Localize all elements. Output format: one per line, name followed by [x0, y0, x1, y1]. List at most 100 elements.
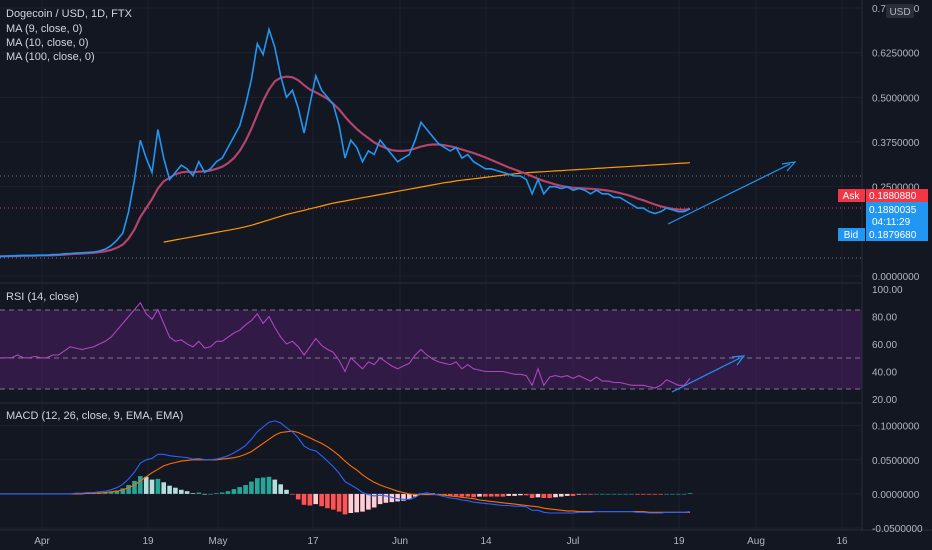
macd-histogram-bar[interactable] — [120, 488, 126, 494]
macd-histogram-bar[interactable] — [114, 490, 120, 494]
macd-histogram-bar[interactable] — [377, 493, 383, 505]
macd-histogram-bar[interactable] — [447, 493, 453, 496]
macd-histogram-bar[interactable] — [295, 493, 301, 500]
macd-histogram-bar[interactable] — [108, 491, 114, 494]
macd-histogram-bar[interactable] — [518, 493, 523, 496]
macd-histogram-bar[interactable] — [371, 493, 377, 508]
macd-histogram-bar[interactable] — [313, 493, 318, 505]
macd-histogram-bar[interactable] — [284, 489, 289, 494]
macd-histogram-bar[interactable] — [272, 479, 278, 494]
macd-histogram-bar[interactable] — [389, 493, 395, 503]
macd-histogram-bar[interactable] — [535, 493, 541, 498]
macd-histogram-bar[interactable] — [167, 485, 172, 494]
ma100-line[interactable] — [163, 162, 691, 243]
rsi-trend-arrow[interactable] — [671, 355, 746, 393]
symbol-title[interactable]: Dogecoin / USD, 1D, FTX — [6, 8, 133, 20]
macd-histogram-bar[interactable] — [600, 493, 605, 495]
macd-histogram-bar[interactable] — [266, 476, 272, 494]
macd-histogram-bar[interactable] — [138, 476, 143, 494]
macd-histogram-bar[interactable] — [255, 478, 260, 494]
macd-histogram-bar[interactable] — [149, 479, 155, 494]
macd-histogram-bar[interactable] — [582, 493, 587, 495]
macd-histogram-bar[interactable] — [237, 487, 242, 494]
macd-histogram-bar[interactable] — [319, 493, 324, 507]
macd-histogram-bar[interactable] — [670, 493, 675, 495]
macd-histogram-bar[interactable] — [190, 493, 196, 494]
legend-ma9[interactable]: MA (9, close, 0) — [6, 23, 82, 35]
macd-histogram-bar[interactable] — [500, 493, 506, 497]
macd-histogram-bar[interactable] — [278, 484, 283, 494]
macd-histogram-bar[interactable] — [588, 493, 593, 495]
legend-ma10[interactable]: MA (10, close, 0) — [6, 37, 89, 49]
macd-histogram-bar[interactable] — [640, 493, 646, 495]
price-line[interactable] — [0, 26, 691, 258]
macd-histogram-bar[interactable] — [249, 481, 254, 494]
price-pane[interactable] — [0, 26, 862, 259]
price-trend-arrow[interactable] — [667, 161, 797, 225]
macd-histogram-bar[interactable] — [290, 493, 295, 495]
macd-histogram-bar[interactable] — [219, 492, 225, 494]
macd-histogram-bar[interactable] — [611, 493, 617, 495]
macd-histogram-bar[interactable] — [225, 491, 231, 494]
macd-histogram-bar[interactable] — [529, 493, 535, 498]
macd-histogram-bar[interactable] — [260, 477, 266, 494]
macd-histogram-bar[interactable] — [623, 493, 628, 495]
macd-histogram-bar[interactable] — [576, 493, 582, 495]
macd-histogram-bar[interactable] — [559, 493, 564, 497]
macd-histogram-bar[interactable] — [383, 493, 389, 503]
macd-histogram-bar[interactable] — [570, 493, 576, 496]
macd-histogram-bar[interactable] — [453, 493, 459, 496]
macd-histogram-bar[interactable] — [348, 493, 354, 513]
macd-histogram-bar[interactable] — [652, 493, 658, 495]
macd-histogram-bar[interactable] — [307, 493, 313, 506]
macd-histogram-bar[interactable] — [401, 493, 406, 501]
macd-histogram-bar[interactable] — [173, 487, 178, 494]
macd-histogram-bar[interactable] — [471, 493, 476, 498]
macd-histogram-bar[interactable] — [243, 485, 248, 494]
macd-histogram-bar[interactable] — [102, 492, 108, 494]
currency-badge[interactable] — [886, 4, 914, 18]
macd-histogram-bar[interactable] — [564, 493, 570, 496]
macd-histogram-bar[interactable] — [325, 493, 330, 509]
rsi-line[interactable] — [0, 301, 691, 389]
macd-histogram-bar[interactable] — [132, 480, 137, 494]
macd-histogram-bar[interactable] — [664, 493, 669, 495]
macd-histogram-bar[interactable] — [208, 493, 213, 495]
macd-histogram-bar[interactable] — [541, 493, 547, 498]
macd-signal-line[interactable] — [0, 430, 690, 513]
macd-histogram-bar[interactable] — [231, 489, 237, 494]
legend-rsi[interactable]: RSI (14, close) — [6, 291, 79, 303]
macd-histogram-bar[interactable] — [143, 476, 149, 494]
macd-histogram-bar[interactable] — [354, 493, 359, 513]
ma9-line[interactable] — [0, 75, 691, 257]
macd-histogram-bar[interactable] — [412, 493, 418, 497]
macd-histogram-bar[interactable] — [360, 493, 365, 512]
macd-histogram-bar[interactable] — [524, 493, 529, 496]
macd-histogram-bar[interactable] — [184, 491, 190, 494]
macd-histogram-bar[interactable] — [594, 493, 599, 495]
macd-histogram-bar[interactable] — [214, 493, 219, 494]
legend-macd[interactable]: MACD (12, 26, close, 9, EMA, EMA) — [6, 410, 183, 422]
rsi-pane[interactable] — [0, 301, 862, 390]
macd-histogram-bar[interactable] — [676, 493, 681, 495]
macd-histogram-bar[interactable] — [301, 493, 307, 505]
macd-histogram-bar[interactable] — [635, 493, 640, 495]
macd-histogram-bar[interactable] — [687, 493, 693, 494]
macd-histogram-bar[interactable] — [629, 493, 634, 495]
macd-histogram-bar[interactable] — [442, 493, 447, 496]
macd-histogram-bar[interactable] — [646, 493, 652, 495]
macd-histogram-bar[interactable] — [553, 493, 558, 498]
macd-histogram-bar[interactable] — [506, 493, 511, 496]
macd-histogram-bar[interactable] — [459, 493, 465, 497]
macd-histogram-bar[interactable] — [547, 493, 552, 498]
macd-histogram-bar[interactable] — [366, 493, 371, 510]
macd-histogram-bar[interactable] — [126, 485, 131, 494]
macd-histogram-bar[interactable] — [336, 493, 342, 512]
macd-histogram-bar[interactable] — [617, 493, 623, 495]
macd-histogram-bar[interactable] — [161, 482, 166, 494]
macd-histogram-bar[interactable] — [681, 493, 687, 495]
macd-histogram-bar[interactable] — [202, 493, 207, 495]
macd-histogram-bar[interactable] — [407, 493, 412, 500]
macd-histogram-bar[interactable] — [494, 493, 500, 497]
